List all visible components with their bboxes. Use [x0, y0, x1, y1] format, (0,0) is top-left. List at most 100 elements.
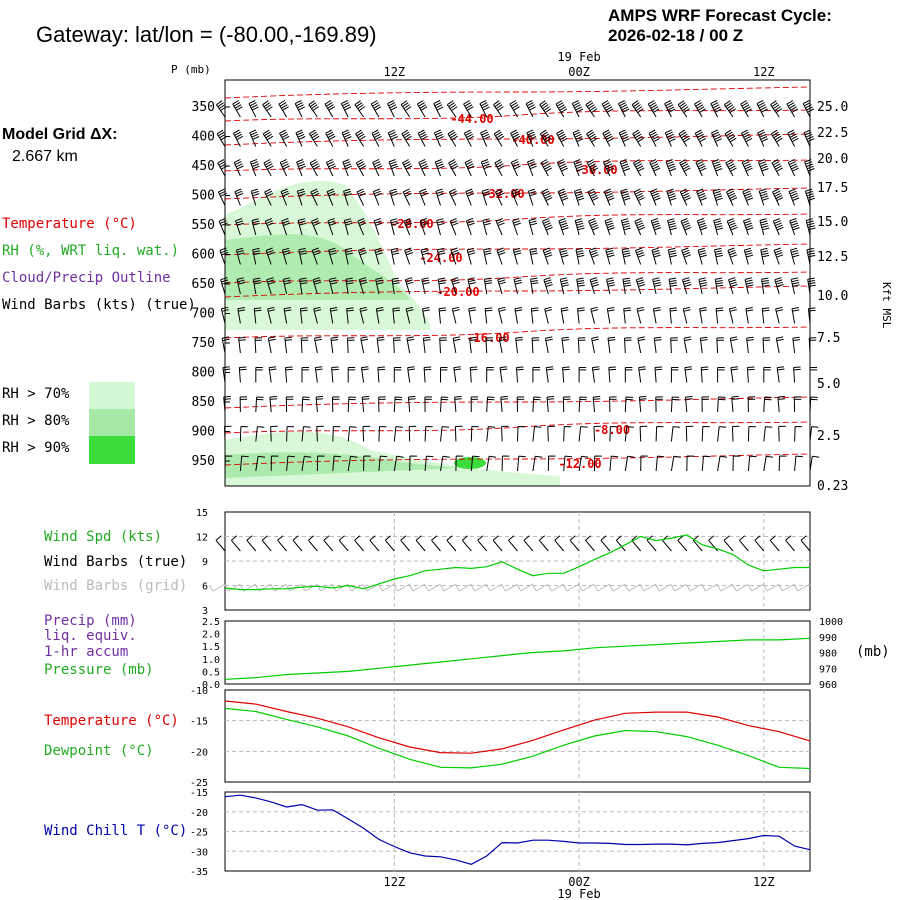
wind-barb	[650, 218, 662, 236]
wind-barb	[465, 218, 475, 236]
wind-barb	[770, 129, 783, 147]
wind-barb	[649, 158, 661, 177]
wind-barb	[418, 158, 429, 177]
wind-barb	[640, 455, 648, 472]
height-tick-label: 10.0	[817, 289, 848, 304]
wind-barb	[486, 426, 496, 442]
wind-barb-true	[585, 535, 595, 552]
date-label-bottom: 19 Feb	[557, 887, 600, 900]
wind-barb	[710, 100, 722, 118]
temperature-tick-label: -25	[190, 778, 208, 789]
height-tick-label: 25.0	[817, 100, 848, 115]
wind-barb	[618, 100, 630, 118]
wind-barb	[728, 277, 738, 295]
temperature-contour	[224, 271, 811, 284]
wind-barb	[527, 188, 537, 206]
wind-barb-true	[415, 535, 426, 552]
wind-barb-true	[308, 535, 318, 552]
wind-barb	[308, 100, 319, 118]
wind-barb	[393, 396, 403, 413]
wind-barb	[446, 100, 458, 118]
wind-barb	[723, 100, 736, 118]
wind-barb	[787, 158, 799, 177]
wind-barb-grid	[378, 583, 395, 592]
wind-barb	[465, 188, 475, 206]
wind-barb	[357, 247, 367, 265]
axis-label-height: Kft MSL	[880, 282, 893, 329]
wind-barb	[376, 336, 385, 354]
wind-barb	[601, 100, 614, 118]
cross-section-panel: -44.00-40.00-36.00-32.00-28.00-24.00-20.…	[171, 50, 893, 494]
temperature-contour	[224, 86, 811, 99]
wind-barb	[254, 337, 263, 354]
wind-barb	[716, 337, 725, 354]
wind-barb	[527, 159, 537, 177]
wind-barb	[730, 366, 739, 383]
wind-barb	[809, 426, 819, 442]
wind-barb	[515, 336, 523, 354]
wind-barb	[283, 307, 292, 324]
wind-barb	[356, 188, 366, 206]
wind-barb-grid	[424, 583, 441, 592]
wind-barb	[794, 426, 803, 442]
wind-barb	[393, 367, 402, 383]
wind-barb	[532, 455, 543, 472]
wind-barb	[740, 100, 752, 118]
wind-barb	[639, 425, 648, 442]
wind-barb	[717, 455, 727, 472]
wind-barb	[327, 218, 337, 236]
wind-barb	[804, 159, 815, 177]
wind-barb	[332, 455, 342, 472]
pressure-tick-label: 500	[192, 189, 215, 204]
wind-barb	[624, 337, 632, 354]
wind-barb	[281, 247, 291, 265]
wind-barb	[541, 218, 553, 236]
wind-barb	[300, 337, 309, 354]
wind-barb-grid	[778, 583, 795, 592]
wind-barb	[539, 100, 552, 118]
pressure-tick-label: 950	[192, 454, 215, 469]
wind-barb	[636, 306, 645, 324]
wind-barb	[263, 159, 274, 177]
wind-barb	[701, 455, 711, 472]
wind-barb	[532, 367, 540, 383]
wind-chill-tick-label: -35	[190, 867, 208, 878]
wind-barb	[221, 336, 230, 354]
wind-barb	[447, 129, 458, 147]
wind-barb	[603, 158, 615, 177]
wind-barb	[439, 337, 447, 354]
pressure-tick-label: 980	[819, 649, 837, 660]
wind-barb-true	[523, 535, 534, 552]
height-tick-label: 20.0	[817, 152, 848, 167]
wind-barb-grid	[532, 583, 549, 592]
wind-barb	[731, 395, 739, 413]
wind-barb	[422, 336, 431, 354]
wind-barb	[343, 188, 352, 206]
wind-barb	[666, 188, 677, 206]
legend-rh70-swatch	[89, 382, 135, 410]
wind-barb-true	[231, 535, 241, 552]
wind-barb	[452, 336, 461, 354]
wind-barb	[316, 455, 325, 472]
wind-barb	[255, 367, 263, 383]
wind-barb	[757, 159, 769, 177]
wind-barb	[586, 159, 599, 177]
wind-barb	[563, 426, 572, 442]
wind-barb	[374, 247, 384, 265]
temperature-contour	[224, 213, 811, 226]
wind-barb	[408, 425, 417, 442]
label-temperature: Temperature (°C)	[44, 713, 179, 729]
wind-barb	[345, 277, 354, 295]
label-pressure-unit: (mb)	[856, 644, 890, 660]
wind-barb	[807, 307, 816, 324]
wind-barb	[238, 336, 246, 354]
wind-barb	[510, 129, 521, 147]
wind-barb-true	[646, 535, 657, 552]
wind-barb	[682, 306, 691, 324]
wind-chill-panel: -35 -30 -25 -20 -15 12Z 00Z 12Z 19 Feb	[190, 788, 811, 900]
wind-barb	[494, 159, 505, 177]
wind-barb-true	[292, 535, 303, 552]
wind-barb	[594, 455, 602, 472]
wind-barb	[220, 277, 229, 295]
